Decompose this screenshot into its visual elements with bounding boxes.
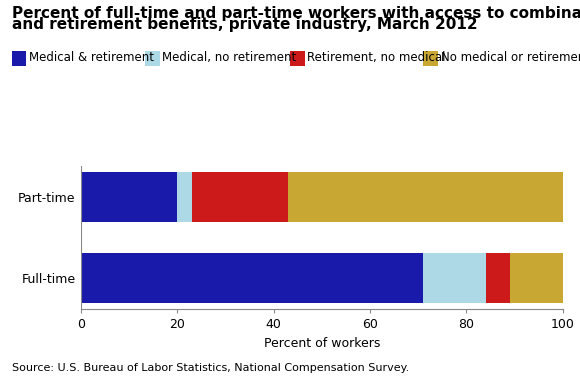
Bar <box>510 253 563 303</box>
Text: and retirement benefits, private industry, March 2012: and retirement benefits, private industr… <box>12 17 477 32</box>
Text: Percent of full-time and part-time workers with access to combinations of medica: Percent of full-time and part-time worke… <box>12 6 580 21</box>
Bar <box>81 253 423 303</box>
Text: No medical or retirement: No medical or retirement <box>441 51 580 64</box>
Text: Source: U.S. Bureau of Labor Statistics, National Compensation Survey.: Source: U.S. Bureau of Labor Statistics,… <box>12 363 409 373</box>
Bar <box>81 172 177 222</box>
Bar <box>485 253 510 303</box>
Bar <box>288 172 563 222</box>
Bar <box>423 253 485 303</box>
Bar <box>192 172 288 222</box>
Bar <box>177 172 192 222</box>
Text: Retirement, no medical: Retirement, no medical <box>307 51 446 64</box>
X-axis label: Percent of workers: Percent of workers <box>264 337 380 350</box>
Text: Medical & retirement: Medical & retirement <box>29 51 154 64</box>
Text: Medical, no retirement: Medical, no retirement <box>162 51 296 64</box>
